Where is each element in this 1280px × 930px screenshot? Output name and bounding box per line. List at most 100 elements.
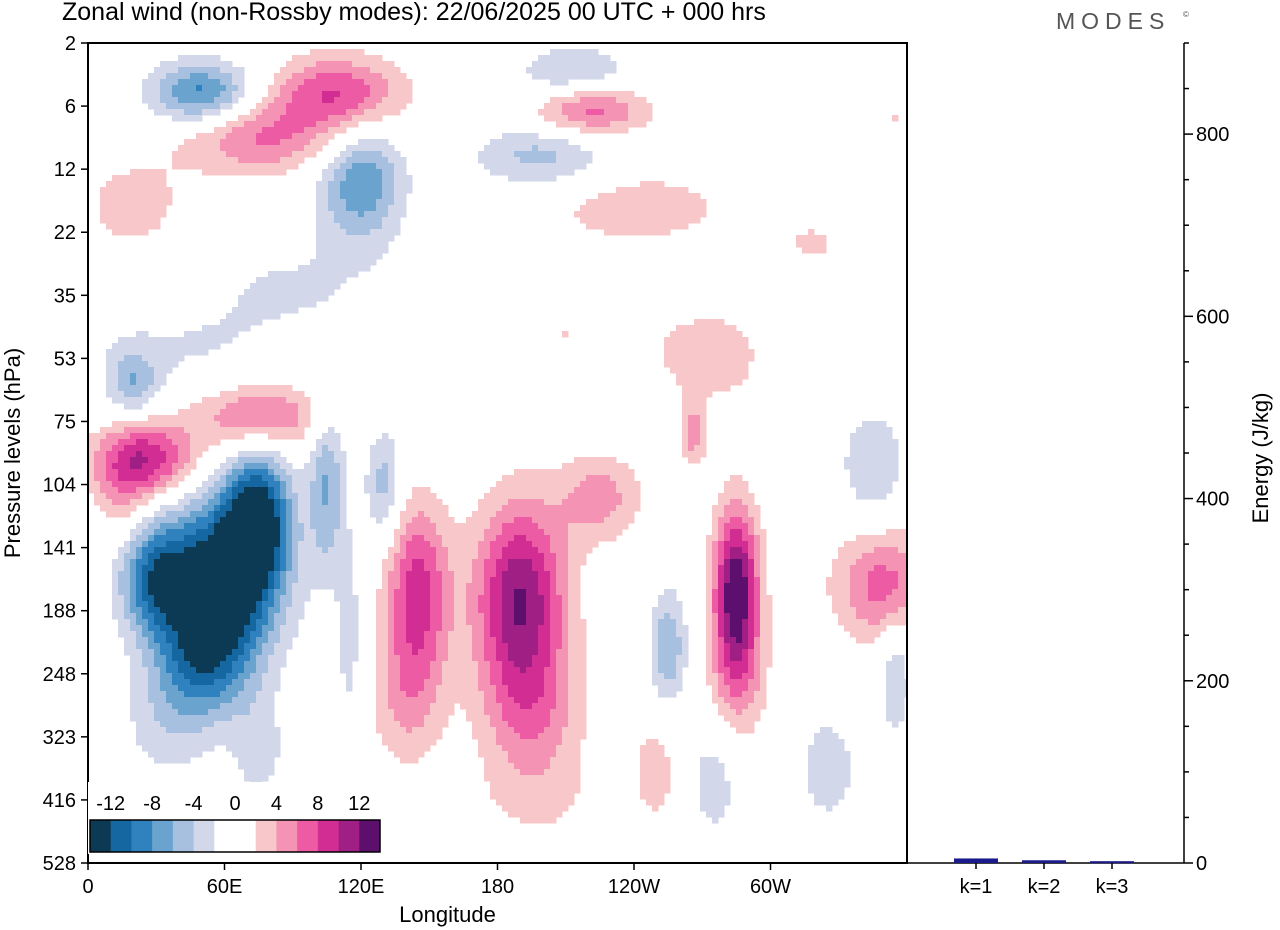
heatmap-cell — [604, 475, 611, 482]
heatmap-cell — [418, 595, 425, 602]
heatmap-cell — [166, 601, 173, 608]
heatmap-cell — [154, 451, 161, 458]
heatmap-cell — [274, 613, 281, 620]
heatmap-cell — [466, 553, 473, 560]
heatmap-cell — [706, 637, 713, 644]
heatmap-cell — [298, 571, 305, 578]
heatmap-cell — [226, 481, 233, 488]
heatmap-cell — [178, 625, 185, 632]
heatmap-cell — [682, 331, 689, 338]
heatmap-cell — [868, 619, 875, 626]
heatmap-cell — [244, 493, 251, 500]
heatmap-cell — [436, 535, 443, 542]
heatmap-cell — [178, 601, 185, 608]
heatmap-cell — [676, 601, 683, 608]
heatmap-cell — [250, 127, 257, 134]
heatmap-cell — [604, 91, 611, 98]
heatmap-cell — [130, 565, 137, 572]
heatmap-cell — [478, 559, 485, 566]
heatmap-cell — [598, 517, 605, 524]
heatmap-cell — [736, 631, 743, 638]
heatmap-cell — [826, 589, 833, 596]
heatmap-cell — [118, 631, 125, 638]
heatmap-cell — [274, 487, 281, 494]
heatmap-cell — [316, 97, 323, 104]
heatmap-cell — [244, 571, 251, 578]
heatmap-cell — [322, 433, 329, 440]
heatmap-cell — [718, 625, 725, 632]
heatmap-cell — [190, 427, 197, 434]
heatmap-cell — [346, 577, 353, 584]
heatmap-cell — [472, 559, 479, 566]
heatmap-cell — [190, 577, 197, 584]
heatmap-cell — [250, 565, 257, 572]
heatmap-cell — [400, 577, 407, 584]
heatmap-cell — [520, 511, 527, 518]
heatmap-cell — [652, 223, 659, 230]
heatmap-cell — [556, 73, 563, 80]
heatmap-cell — [280, 589, 287, 596]
heatmap-cell — [148, 85, 155, 92]
heatmap-cell — [292, 631, 299, 638]
heatmap-cell — [298, 601, 305, 608]
heatmap-cell — [598, 91, 605, 98]
heatmap-cell — [130, 457, 137, 464]
heatmap-cell — [136, 439, 143, 446]
heatmap-cell — [706, 331, 713, 338]
heatmap-cell — [142, 193, 149, 200]
heatmap-cell — [268, 163, 275, 170]
heatmap-cell — [298, 277, 305, 284]
heatmap-cell — [112, 433, 119, 440]
heatmap-cell — [694, 199, 701, 206]
heatmap-cell — [562, 469, 569, 476]
heatmap-cell — [466, 595, 473, 602]
heatmap-cell — [166, 547, 173, 554]
heatmap-cell — [160, 583, 167, 590]
heatmap-cell — [280, 565, 287, 572]
heatmap-cell — [352, 73, 359, 80]
heatmap-cell — [154, 583, 161, 590]
heatmap-cell — [532, 175, 539, 182]
heatmap-cell — [832, 589, 839, 596]
heatmap-cell — [184, 601, 191, 608]
heatmap-cell — [196, 415, 203, 422]
heatmap-cell — [214, 523, 221, 530]
heatmap-cell — [232, 613, 239, 620]
heatmap-cell — [898, 583, 905, 590]
heatmap-cell — [274, 589, 281, 596]
heatmap-cell — [448, 553, 455, 560]
heatmap-cell — [514, 505, 521, 512]
heatmap-cell — [700, 361, 707, 368]
heatmap-cell — [184, 85, 191, 92]
heatmap-cell — [196, 433, 203, 440]
heatmap-cell — [316, 205, 323, 212]
heatmap-cell — [400, 643, 407, 650]
heatmap-cell — [826, 583, 833, 590]
heatmap-cell — [442, 505, 449, 512]
heatmap-cell — [514, 511, 521, 518]
heatmap-cell — [112, 373, 119, 380]
heatmap-cell — [292, 157, 299, 164]
heatmap-cell — [820, 235, 827, 242]
heatmap-cell — [112, 565, 119, 572]
heatmap-cell — [346, 259, 353, 266]
heatmap-cell — [568, 67, 575, 74]
heatmap-cell — [256, 457, 263, 464]
heatmap-cell — [886, 613, 893, 620]
heatmap-cell — [178, 115, 185, 122]
heatmap-cell — [292, 601, 299, 608]
heatmap-cell — [334, 571, 341, 578]
heatmap-cell — [280, 97, 287, 104]
heatmap-cell — [316, 463, 323, 470]
heatmap-cell — [280, 115, 287, 122]
heatmap-cell — [496, 571, 503, 578]
heatmap-cell — [586, 151, 593, 158]
heatmap-cell — [352, 199, 359, 206]
heatmap-cell — [256, 481, 263, 488]
heatmap-cell — [700, 199, 707, 206]
heatmap-cell — [742, 523, 749, 530]
heatmap-cell — [400, 103, 407, 110]
heatmap-cell — [568, 61, 575, 68]
heatmap-cell — [202, 79, 209, 86]
heatmap-cell — [196, 109, 203, 116]
